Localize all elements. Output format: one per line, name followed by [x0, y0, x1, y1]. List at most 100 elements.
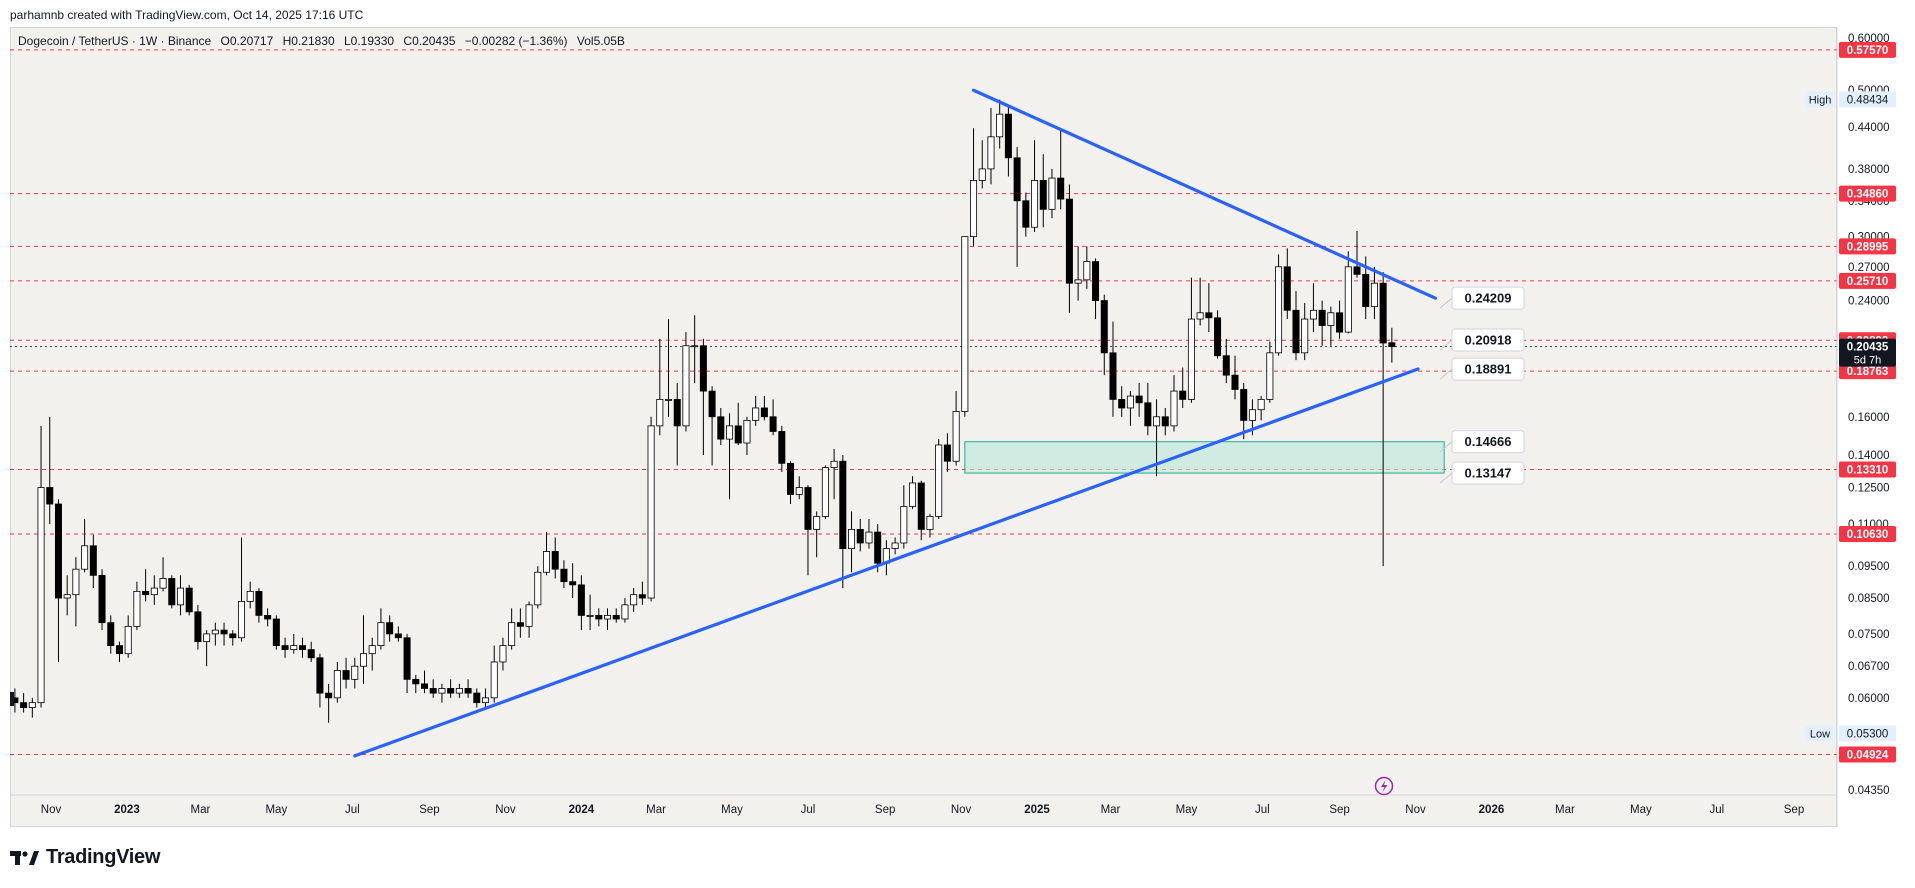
- level-tag-label: 0.34860: [1847, 189, 1889, 201]
- candle-body: [1205, 312, 1213, 319]
- candle-body: [830, 460, 838, 468]
- y-tick-label: 0.07500: [1848, 629, 1890, 641]
- candle-body: [647, 425, 655, 599]
- candles: [11, 99, 1396, 723]
- high-marker-tag: [1805, 91, 1835, 108]
- candle-body: [368, 645, 376, 655]
- candle-body: [342, 670, 350, 680]
- candle-body: [203, 633, 211, 643]
- y-tick-label: 0.06700: [1848, 661, 1890, 673]
- high-value-label: 0.48434: [1847, 94, 1889, 106]
- low-value-label: 0.05300: [1847, 728, 1889, 740]
- price-callout-pointer: [1439, 368, 1453, 380]
- low-marker-label: Low: [1810, 728, 1830, 740]
- candle-body: [638, 594, 646, 599]
- x-tick-label: Sep: [419, 804, 439, 816]
- y-tick-label: 0.12500: [1848, 483, 1890, 495]
- level-lines: [10, 49, 1837, 755]
- candle-body: [1266, 352, 1274, 400]
- candle-body: [1153, 416, 1161, 427]
- candle-body: [708, 390, 716, 418]
- candle-body: [1092, 261, 1100, 301]
- candle-body: [1057, 177, 1065, 200]
- x-tick-label: Sep: [1329, 804, 1349, 816]
- candle-body: [534, 571, 542, 606]
- x-tick-label: May: [721, 804, 743, 816]
- candle-body: [1118, 398, 1126, 409]
- x-tick-label: Nov: [41, 804, 62, 816]
- y-tick-label: 0.08500: [1848, 593, 1890, 605]
- tradingview-logo[interactable]: TradingView: [10, 846, 160, 869]
- price-callout: 0.13147: [1439, 461, 1525, 485]
- y-tick-label: 0.09500: [1848, 561, 1890, 573]
- candle-body: [752, 407, 760, 421]
- candle-body: [194, 611, 202, 643]
- candle-body: [1231, 374, 1239, 390]
- candle-body: [1144, 402, 1152, 427]
- tradingview-brand: TradingView: [46, 846, 161, 868]
- x-tick-label: Sep: [875, 804, 895, 816]
- candle-body: [20, 702, 28, 708]
- candle-body: [499, 645, 507, 663]
- change-value: −0.00282 (−1.36%): [464, 34, 568, 48]
- candle-body: [464, 688, 472, 694]
- candle-body: [1309, 309, 1317, 320]
- candle-body: [874, 531, 882, 564]
- candle-body: [1074, 279, 1082, 284]
- candle-body: [856, 529, 864, 544]
- chart-credit: parhamnb created with TradingView.com, O…: [10, 8, 364, 22]
- candle-body: [124, 625, 132, 655]
- candle-body: [1318, 309, 1326, 326]
- candle-body: [1301, 318, 1309, 354]
- candle-body: [325, 692, 333, 699]
- candle-body: [473, 692, 481, 704]
- candle-body: [351, 665, 359, 680]
- level-tag: [1839, 41, 1896, 58]
- candle-body: [1048, 177, 1056, 210]
- candle-body: [98, 574, 106, 624]
- open-value: O0.20717: [220, 34, 274, 48]
- candle-body: [595, 615, 603, 620]
- level-tag: [1839, 525, 1896, 542]
- candle-body: [107, 622, 115, 646]
- candle-body: [438, 688, 446, 694]
- candle-body: [28, 702, 36, 708]
- candle-body: [1370, 282, 1378, 308]
- candle-body: [630, 594, 638, 606]
- candle-body: [359, 653, 367, 667]
- candle-body: [386, 622, 394, 635]
- level-tag: [1839, 746, 1896, 763]
- level-tag-label: 0.13310: [1847, 465, 1889, 477]
- candle-body: [237, 601, 245, 639]
- candle-body: [1161, 416, 1169, 427]
- price-callout-box: [1451, 430, 1525, 454]
- candle-body: [333, 670, 341, 699]
- candle-body: [1109, 352, 1117, 400]
- price-callout-label: 0.20918: [1465, 332, 1512, 347]
- candle-body: [1353, 266, 1361, 275]
- price-callout: 0.14666: [1439, 430, 1525, 454]
- candle-body: [656, 398, 664, 427]
- price-callout: 0.20918: [1439, 328, 1525, 352]
- event-flash-circle: [1374, 776, 1394, 796]
- left-edge-marker: [10, 692, 14, 706]
- x-tick-label: Mar: [1555, 804, 1575, 816]
- candle-body: [691, 345, 699, 348]
- volume-value: Vol5.05B: [576, 34, 625, 48]
- candle-body: [621, 604, 629, 620]
- candle-body: [1222, 355, 1230, 376]
- candle-body: [1013, 157, 1021, 202]
- candle-body: [996, 113, 1004, 138]
- candle-body: [1100, 300, 1108, 354]
- y-tick-label: 0.38000: [1848, 164, 1890, 176]
- x-tick-label: Mar: [1101, 804, 1121, 816]
- candle-body: [577, 584, 585, 616]
- candle-body: [246, 590, 254, 602]
- event-flash-icon: [1374, 776, 1394, 796]
- symbol-name[interactable]: Dogecoin / TetherUS · 1W · Binance: [18, 34, 212, 48]
- x-tick-label: 2024: [569, 804, 595, 816]
- candle-body: [307, 649, 315, 659]
- candle-body: [255, 590, 263, 616]
- candle-body: [1388, 342, 1396, 348]
